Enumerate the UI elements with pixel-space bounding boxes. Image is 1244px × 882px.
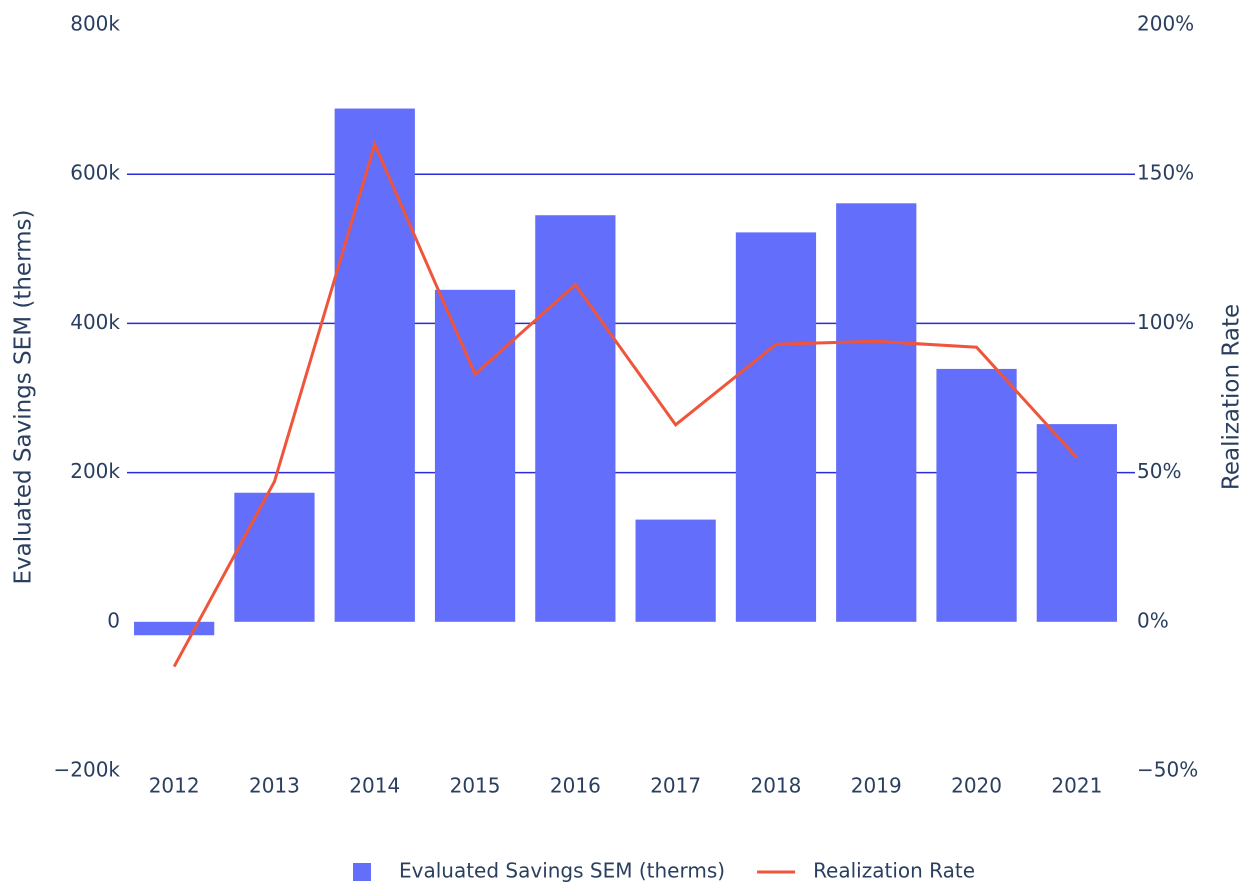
x-tick-label: 2016 <box>550 774 601 798</box>
y2-tick-label: 150% <box>1137 161 1194 185</box>
x-tick-label: 2018 <box>750 774 801 798</box>
y2-tick-label: 0% <box>1137 608 1169 632</box>
x-tick-label: 2015 <box>450 774 501 798</box>
bar <box>635 519 716 622</box>
y-axis-title: Evaluated Savings SEM (therms) <box>11 210 37 585</box>
x-tick-label: 2019 <box>851 774 902 798</box>
bar <box>334 108 415 622</box>
y-tick-label: 800k <box>70 12 120 36</box>
y2-tick-label: 50% <box>1137 459 1181 483</box>
bar <box>1036 424 1117 622</box>
legend-label: Evaluated Savings SEM (therms) <box>399 859 725 882</box>
y-tick-label: 200k <box>70 459 120 483</box>
legend-label: Realization Rate <box>813 859 975 882</box>
y-tick-label: −200k <box>53 758 120 782</box>
bar <box>836 203 917 622</box>
bar <box>434 289 516 622</box>
x-tick-label: 2013 <box>249 774 300 798</box>
y2-tick-label: 200% <box>1137 12 1194 36</box>
bar <box>936 368 1017 622</box>
bar <box>234 492 315 622</box>
x-tick-label: 2021 <box>1051 774 1102 798</box>
y2-tick-label: −50% <box>1137 758 1198 782</box>
bar <box>134 621 215 636</box>
line <box>172 139 1078 668</box>
y-tick-label: 600k <box>70 161 120 185</box>
legend-swatch <box>353 863 371 881</box>
y-tick-label: 0 <box>107 608 120 632</box>
x-tick-label: 2014 <box>349 774 400 798</box>
x-tick-label: 2020 <box>951 774 1002 798</box>
x-tick-label: 2017 <box>650 774 701 798</box>
y2-axis-title: Realization Rate <box>1219 304 1244 490</box>
y2-tick-label: 100% <box>1137 310 1194 334</box>
x-tick-label: 2012 <box>149 774 200 798</box>
y-tick-label: 400k <box>70 310 120 334</box>
bar <box>535 215 616 622</box>
bar <box>735 232 817 622</box>
